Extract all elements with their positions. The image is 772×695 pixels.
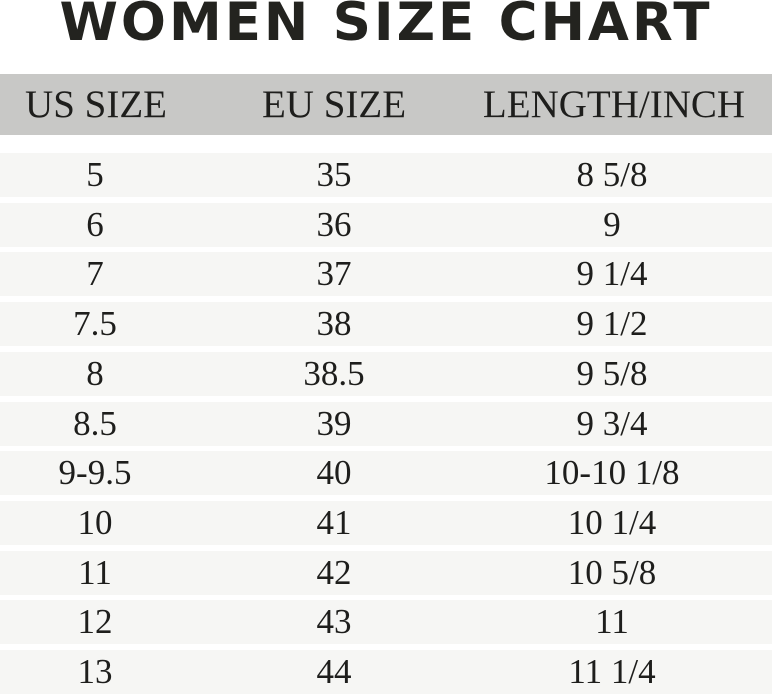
- us-size-cell: 9-9.5: [58, 453, 132, 493]
- us-size-cell: 10: [77, 502, 113, 542]
- header-length-inch: LENGTH/INCH: [482, 83, 746, 126]
- us-size-cell: 7.5: [73, 304, 117, 344]
- header-us-size: US SIZE: [25, 83, 167, 126]
- table-row: 8 38.5 9 5/8: [0, 351, 772, 396]
- eu-size-cell: 38: [316, 304, 352, 344]
- table-row: 10 41 10 1/4: [0, 500, 772, 545]
- table-row: 8.5 39 9 3/4: [0, 401, 772, 446]
- eu-size-cell: 39: [316, 403, 352, 443]
- eu-size-cell: 36: [316, 204, 352, 244]
- header-eu-size: EU SIZE: [261, 83, 407, 126]
- table-row: 12 43 11: [0, 600, 772, 645]
- us-size-cell: 11: [78, 552, 112, 592]
- length-cell: 11: [595, 602, 629, 642]
- table-row: 7 37 9 1/4: [0, 252, 772, 297]
- table-row: 9-9.5 40 10-10 1/8: [0, 451, 772, 496]
- eu-size-cell: 41: [316, 502, 352, 542]
- table-row: 11 42 10 5/8: [0, 550, 772, 595]
- us-size-cell: 13: [77, 652, 113, 691]
- us-size-cell: 12: [77, 602, 113, 642]
- eu-size-cell: 40: [316, 453, 352, 493]
- eu-size-cell: 42: [316, 552, 352, 592]
- us-size-cell: 8.5: [73, 403, 117, 443]
- length-cell: 11 1/4: [568, 652, 656, 691]
- eu-size-cell: 37: [316, 254, 352, 294]
- us-size-cell: 7: [86, 254, 104, 294]
- length-cell: 9 3/4: [576, 403, 648, 443]
- length-cell: 8 5/8: [576, 155, 648, 194]
- us-size-cell: 8: [86, 353, 104, 393]
- us-size-cell: 6: [86, 204, 104, 244]
- length-cell: 10 1/4: [567, 502, 657, 542]
- table-row: 7.5 38 9 1/2: [0, 302, 772, 347]
- table-row: 6 36 9: [0, 202, 772, 247]
- us-size-cell: 5: [86, 155, 104, 194]
- length-cell: 9 1/4: [576, 254, 648, 294]
- table-row: 13 44 11 1/4: [0, 650, 772, 694]
- length-cell: 9 5/8: [576, 353, 648, 393]
- length-cell: 9 1/2: [576, 304, 648, 344]
- eu-size-cell: 43: [316, 602, 352, 642]
- table-header: US SIZE EU SIZE LENGTH/INCH: [0, 74, 772, 135]
- length-cell: 10-10 1/8: [544, 453, 680, 493]
- table-row: 5 35 8 5/8: [0, 153, 772, 197]
- length-cell: 10 5/8: [567, 552, 657, 592]
- eu-size-cell: 35: [316, 155, 352, 194]
- eu-size-cell: 38.5: [303, 353, 365, 393]
- eu-size-cell: 44: [316, 652, 352, 691]
- page-title: WOMEN SIZE CHART: [59, 0, 713, 53]
- length-cell: 9: [603, 204, 621, 244]
